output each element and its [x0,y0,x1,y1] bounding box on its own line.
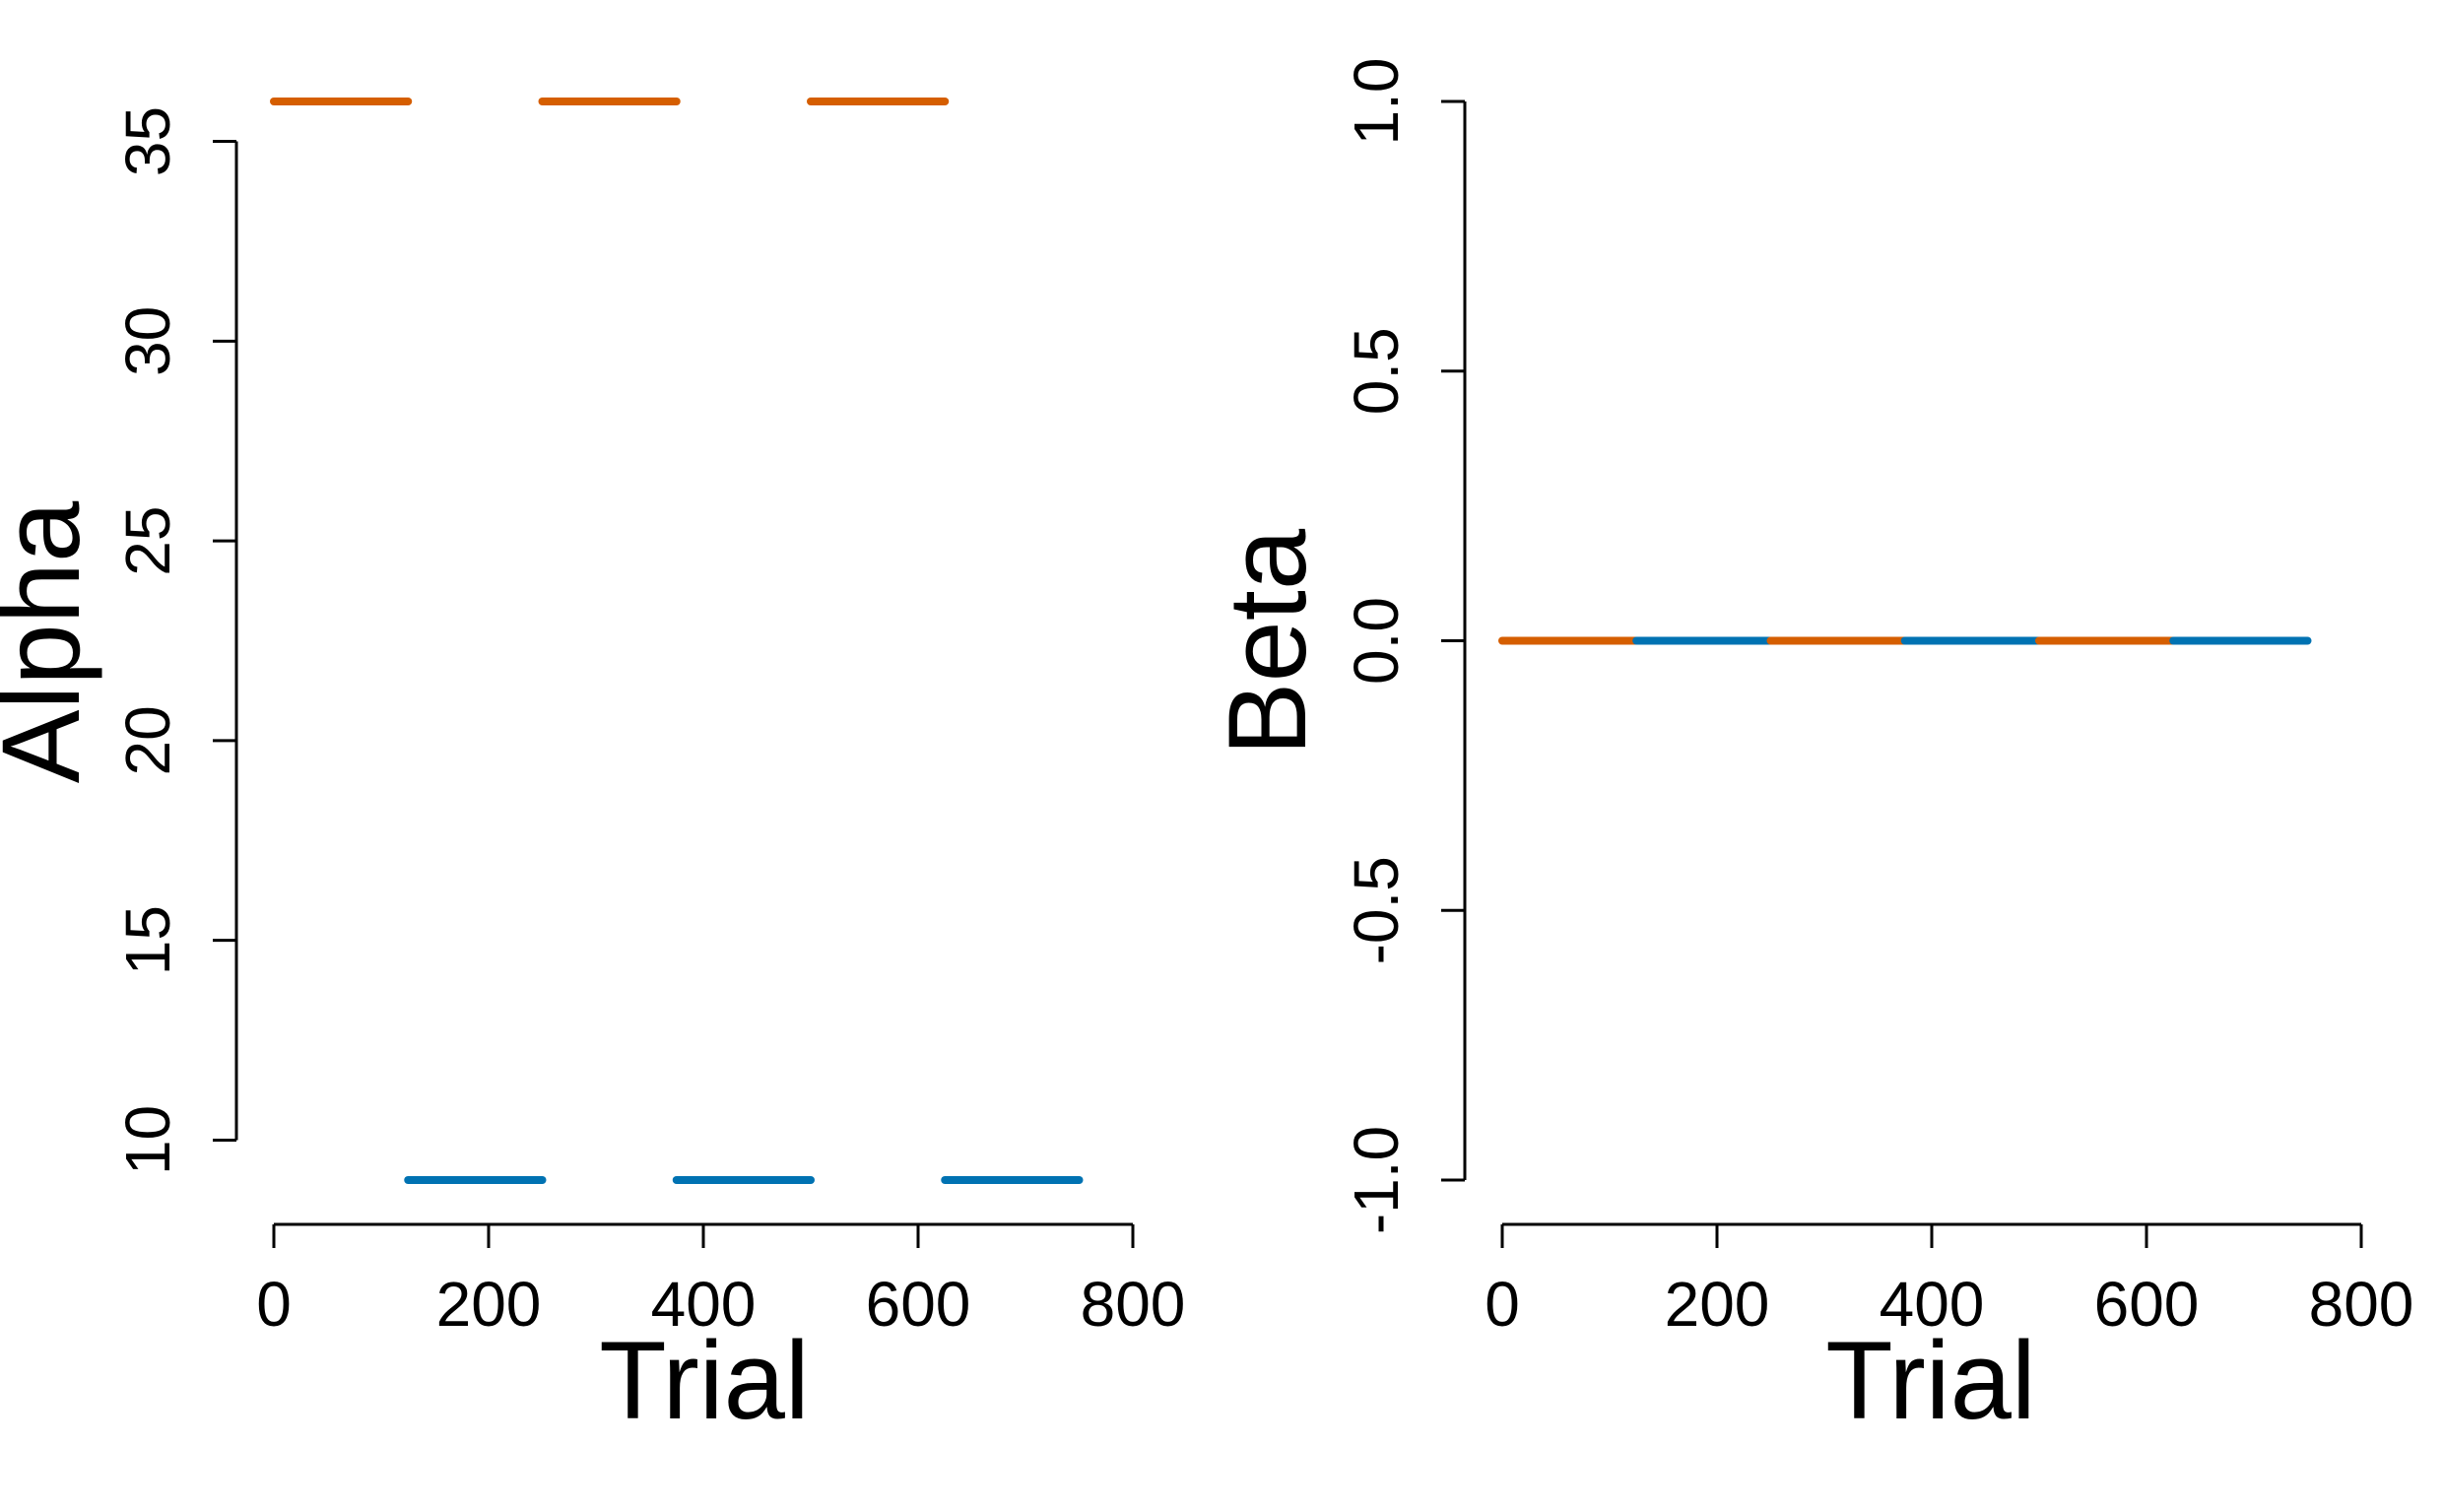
beta-y-tick-label: 0.5 [1341,327,1412,415]
alpha-y-tick-label: 30 [112,306,183,376]
alpha-x-tick-label: 200 [436,1269,542,1340]
beta-y-tick-label: 1.0 [1341,58,1412,146]
alpha-x-axis-title: Trial [599,1319,810,1442]
alpha-x-tick-label: 0 [256,1269,292,1340]
alpha-y-tick-label: 15 [112,905,183,975]
beta-x-axis-title: Trial [1825,1319,2036,1442]
beta-panel: Trial Beta 0 200 400 600 800 -1.0 -0.5 0.0 0.5 1.… [1206,58,2413,1442]
alpha-x-tick-label: 800 [1081,1269,1186,1340]
beta-x-tick-label: 0 [1485,1269,1520,1340]
beta-x-tick-label: 600 [2094,1269,2200,1340]
beta-x-tick-label: 200 [1665,1269,1770,1340]
beta-y-tick-label: -1.0 [1341,1126,1412,1234]
beta-y-tick-label: -0.5 [1341,856,1412,964]
beta-y-tick-label: 0.0 [1341,597,1412,685]
alpha-y-tick-label: 25 [112,506,183,576]
alpha-y-axis-title: Alpha [0,500,102,783]
alpha-y-tick-label: 20 [112,705,183,775]
alpha-x-tick-label: 400 [651,1269,757,1340]
alpha-y-tick-label: 35 [112,106,183,176]
beta-y-axis-title: Beta [1206,528,1329,756]
alpha-y-tick-label: 10 [112,1105,183,1175]
beta-x-tick-label: 800 [2309,1269,2414,1340]
beta-x-tick-label: 400 [1880,1269,1985,1340]
alpha-x-tick-label: 600 [866,1269,971,1340]
alpha-panel: Trial Alpha 0 200 400 600 800 10 15 20 25 30 35 [0,98,1186,1442]
